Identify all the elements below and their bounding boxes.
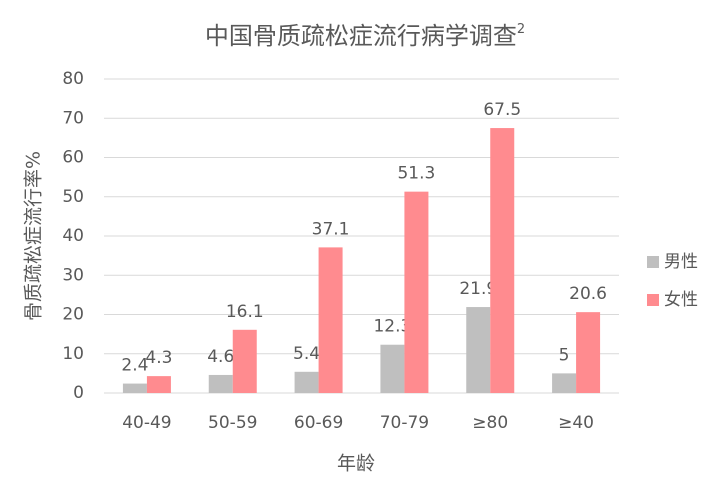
y-tick-label: 60 — [62, 148, 84, 168]
y-tick-label: 0 — [73, 383, 84, 403]
x-tick-label: ≥40 — [558, 413, 594, 433]
x-tick-label: 50-59 — [208, 413, 257, 433]
bar — [294, 371, 319, 393]
data-label: 12.3 — [373, 317, 411, 337]
data-label: 21.9 — [459, 279, 497, 299]
bar — [466, 307, 491, 393]
y-tick-label: 30 — [62, 265, 84, 285]
bar — [404, 191, 429, 393]
data-label: 16.1 — [226, 302, 264, 322]
y-tick-label: 70 — [62, 108, 84, 128]
x-tick-label: ≥80 — [472, 413, 508, 433]
data-label: 5.4 — [293, 344, 320, 364]
y-tick-label: 50 — [62, 187, 84, 207]
data-label: 20.6 — [569, 284, 607, 304]
data-label: 2.4 — [121, 356, 148, 376]
y-tick-label: 80 — [62, 69, 84, 89]
bar — [122, 383, 147, 393]
bar — [576, 312, 601, 393]
bar — [318, 247, 343, 393]
data-label: 67.5 — [483, 100, 521, 120]
y-tick-label: 40 — [62, 226, 84, 246]
data-label: 4.6 — [207, 347, 234, 367]
x-tick-label: 60-69 — [294, 413, 343, 433]
bar — [380, 344, 405, 393]
bar — [208, 374, 233, 393]
title-superscript: 2 — [517, 22, 525, 37]
y-tick-label: 10 — [62, 344, 84, 364]
y-tick-label: 20 — [62, 305, 84, 325]
bar — [490, 128, 515, 393]
data-label: 5 — [559, 345, 570, 365]
y-axis-title: 骨质疏松症流行率% — [23, 151, 45, 321]
x-tick-label: 40-49 — [122, 413, 171, 433]
legend-swatch — [647, 294, 659, 306]
chart-title: 中国骨质疏松症流行病学调查2 — [205, 22, 525, 51]
title-text: 中国骨质疏松症流行病学调查 — [205, 22, 517, 50]
x-axis-title: 年龄 — [337, 453, 375, 475]
legend-label: 女性 — [664, 290, 698, 310]
legend-swatch — [647, 256, 659, 268]
bar — [552, 373, 577, 393]
data-label: 51.3 — [397, 164, 435, 184]
bar — [146, 376, 171, 393]
data-label: 4.3 — [145, 348, 172, 368]
bar — [232, 329, 257, 393]
data-label: 37.1 — [312, 219, 350, 239]
x-tick-label: 70-79 — [380, 413, 429, 433]
legend-label: 男性 — [664, 252, 698, 272]
